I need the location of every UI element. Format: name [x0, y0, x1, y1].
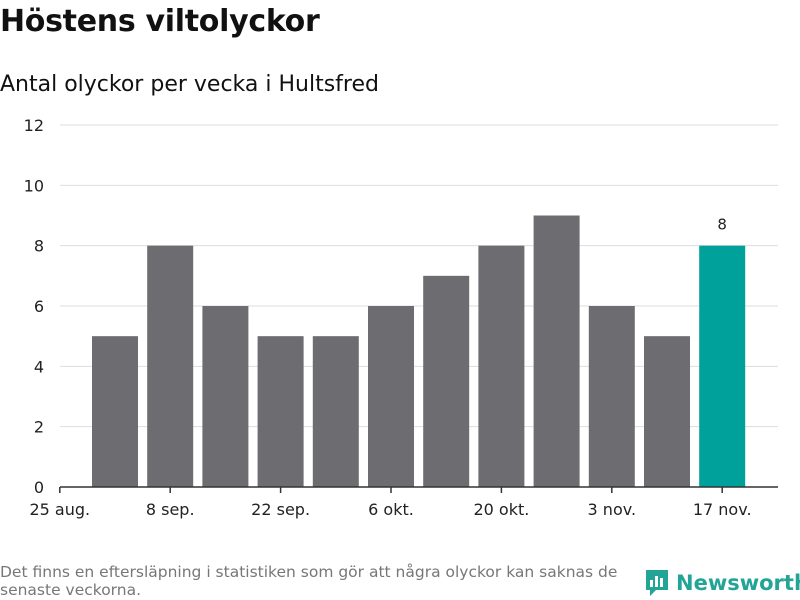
bar	[588, 306, 635, 487]
bar	[368, 306, 414, 487]
brand-logo[interactable]: Newsworthy	[644, 568, 800, 598]
y-tick-label: 10	[24, 176, 44, 195]
bar	[644, 336, 690, 487]
y-tick-label: 8	[34, 237, 44, 256]
bar	[478, 245, 525, 487]
y-tick-label: 2	[34, 418, 44, 437]
x-tick-label: 20 okt.	[473, 500, 529, 519]
bar	[312, 336, 359, 487]
bar	[92, 336, 138, 487]
chart-title: Höstens viltolyckor	[0, 4, 320, 39]
y-tick-label: 4	[34, 357, 44, 376]
bar	[423, 275, 470, 487]
data-label: 8	[717, 216, 727, 234]
footnote: Det finns en eftersläpning i statistiken…	[0, 563, 618, 599]
x-tick-label: 22 sep.	[251, 500, 310, 519]
x-tick-label: 8 sep.	[146, 500, 195, 519]
newsworthy-logo-icon	[646, 570, 668, 596]
brand-name: Newsworthy	[676, 571, 800, 595]
bar	[533, 215, 580, 487]
y-tick-label: 0	[34, 478, 44, 497]
chart-subtitle: Antal olyckor per vecka i Hultsfred	[0, 72, 379, 97]
y-tick-label: 12	[24, 116, 44, 135]
x-tick-label: 3 nov.	[588, 500, 637, 519]
bar	[202, 306, 249, 487]
bar	[147, 245, 194, 487]
bar-chart: 0 2 4 6 8 10 12 8 25 aug. 8 sep. 22 sep. 6 okt. 20 o…	[24, 116, 778, 519]
x-tick-label: 25 aug.	[29, 500, 90, 519]
y-tick-label: 6	[34, 297, 44, 316]
bar	[257, 336, 304, 487]
x-tick-label: 6 okt.	[368, 500, 414, 519]
x-tick-label: 17 nov.	[693, 500, 752, 519]
highlight-bar	[699, 245, 746, 487]
